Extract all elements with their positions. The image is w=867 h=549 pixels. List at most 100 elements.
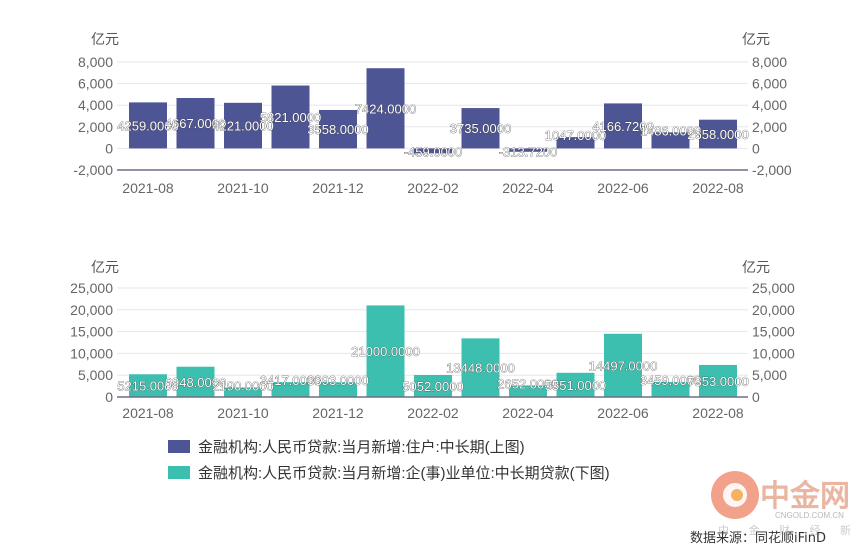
unit-label-right: 亿元 (742, 31, 770, 47)
data-label: 4259.0000 (117, 118, 178, 133)
y-tick-label-left: 0 (105, 140, 113, 156)
y-tick-label-right: 0 (752, 389, 760, 405)
data-label: 14497.0000 (589, 358, 658, 373)
legend-label-enterprise: 金融机构:人民币贷款:当月新增:企(事)业单位:中长期贷款(下图) (198, 464, 610, 482)
data-label: 2658.0000 (687, 127, 748, 142)
y-tick-label-left: 6,000 (78, 76, 113, 92)
data-label: 3558.0000 (307, 122, 368, 137)
unit-label-right: 亿元 (742, 259, 770, 275)
bar (461, 108, 500, 149)
y-tick-label-right: -2,000 (752, 162, 792, 178)
x-tick-label: 2021-08 (122, 180, 174, 196)
x-tick-label: 2022-06 (597, 405, 649, 421)
data-label: 4221.0000 (212, 119, 273, 134)
data-label: 2190.0000 (212, 378, 273, 393)
watermark: 中金网 CNGOLD.COM.CN 中 金 财 经 新 媒 体 (711, 471, 867, 537)
bar (509, 385, 547, 397)
y-tick-label-right: 8,000 (752, 54, 787, 70)
y-tick-label-right: 6,000 (752, 76, 787, 92)
y-tick-label-left: -2,000 (73, 162, 113, 178)
bar (176, 366, 215, 397)
x-tick-label: 2021-12 (312, 180, 364, 196)
bar (651, 381, 690, 397)
bar (129, 374, 167, 397)
watermark-en: CNGOLD.COM.CN (775, 511, 844, 520)
x-tick-label: 2021-10 (217, 180, 269, 196)
data-label: 1486.0000 (640, 123, 701, 138)
bar (604, 103, 642, 149)
y-tick-label-left: 4,000 (78, 97, 113, 113)
y-tick-label-right: 0 (752, 140, 760, 156)
data-label: 5821.0000 (260, 110, 321, 125)
x-tick-label: 2021-10 (217, 405, 269, 421)
data-label: 7353.0000 (687, 374, 748, 389)
y-tick-label-right: 25,000 (752, 280, 795, 296)
bar (414, 148, 452, 154)
top-chart: 8,000 8,000 6,000 6,000 4,000 4,000 2,000 2,000… (73, 31, 792, 196)
legend: 金融机构:人民币贷款:当月新增:住户:中长期(上图) 金融机构:人民币贷款:当月… (168, 439, 610, 482)
bottom-chart: 25,000 25,000 20,000 20,000 15,000 15,000 10,0… (70, 259, 795, 421)
bar (271, 382, 310, 397)
data-label: 6948.0000 (165, 375, 226, 390)
x-tick-label: 2022-04 (502, 405, 554, 421)
y-tick-label-right: 2,000 (752, 119, 787, 135)
x-tick-label: 2022-02 (407, 180, 459, 196)
bar (224, 387, 262, 397)
bar (366, 305, 405, 397)
y-tick-label-right: 20,000 (752, 302, 795, 318)
bar (319, 382, 357, 397)
watermark-subtitle: 中 金 财 经 新 媒 体 (718, 523, 867, 537)
bar (604, 333, 642, 397)
data-label: 5052.0000 (402, 379, 463, 394)
data-label: 1047.0000 (545, 128, 606, 143)
x-tick-label: 2022-02 (407, 405, 459, 421)
y-tick-label-left: 5,000 (78, 367, 113, 383)
legend-label-household: 金融机构:人民币贷款:当月新增:住户:中长期(上图) (198, 439, 525, 456)
data-label: -459.0000 (404, 144, 463, 159)
data-label: 5215.0000 (117, 379, 178, 394)
y-tick-label-right: 15,000 (752, 324, 795, 340)
y-tick-label-left: 15,000 (70, 324, 113, 340)
bar (651, 132, 690, 149)
legend-swatch-enterprise (168, 466, 190, 479)
data-label: 3459.0000 (640, 373, 701, 388)
y-tick-label-left: 2,000 (78, 119, 113, 135)
x-tick-label: 2022-08 (692, 405, 744, 421)
data-source: 数据来源：同花顺iFinD (690, 530, 826, 546)
data-label: 4667.0000 (165, 116, 226, 131)
bar (461, 338, 500, 397)
y-tick-label-left: 20,000 (70, 302, 113, 318)
bar (129, 102, 167, 149)
data-label: 3735.0000 (450, 121, 511, 136)
y-tick-label-right: 10,000 (752, 345, 795, 361)
y-tick-label-right: 4,000 (752, 97, 787, 113)
unit-label-left: 亿元 (91, 259, 119, 275)
bar (699, 119, 737, 149)
x-tick-label: 2022-08 (692, 180, 744, 196)
y-tick-label-left: 10,000 (70, 345, 113, 361)
x-tick-label: 2022-06 (597, 180, 649, 196)
data-label: 5551.0000 (545, 378, 606, 393)
legend-swatch-household (168, 440, 190, 453)
data-label: 21000.0000 (351, 344, 420, 359)
bar (556, 372, 595, 397)
bar (556, 137, 595, 149)
watermark-text: 中金网 (760, 479, 850, 514)
x-tick-label: 2021-08 (122, 405, 174, 421)
y-tick-label-left: 0 (105, 389, 113, 405)
bar (366, 68, 405, 149)
bar (319, 109, 357, 149)
data-label: 13448.0000 (446, 361, 515, 376)
x-tick-label: 2022-04 (502, 180, 554, 196)
data-label: 2652.0000 (497, 376, 558, 391)
bar (224, 102, 262, 149)
unit-label-left: 亿元 (91, 31, 119, 47)
bar (509, 148, 547, 152)
y-tick-label-right: 5,000 (752, 367, 787, 383)
data-label: 4166.7200 (592, 119, 653, 134)
data-label: 3417.0000 (260, 373, 321, 388)
y-tick-label-left: 8,000 (78, 54, 113, 70)
bar (271, 85, 310, 149)
bar (414, 374, 452, 397)
